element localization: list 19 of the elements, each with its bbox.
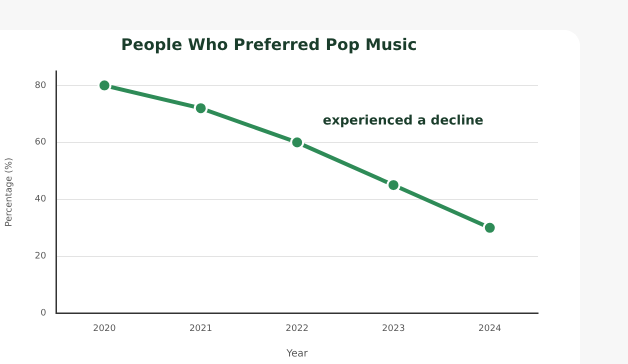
y-axis-title: Percentage (%) [4, 158, 15, 227]
y-tick-label: 80 [34, 80, 47, 91]
x-tick-label: 2022 [286, 324, 309, 334]
y-tick-label: 20 [34, 252, 47, 262]
x-tick-label: 2020 [92, 324, 116, 334]
y-tick-label: 60 [34, 138, 47, 148]
x-axis-title: Year [286, 348, 309, 360]
x-tick-label: 2021 [189, 324, 212, 334]
y-tick-label: 40 [34, 194, 47, 205]
x-tick-label: 2024 [478, 324, 502, 334]
x-tick-label: 2023 [382, 324, 405, 334]
point [194, 101, 208, 116]
point [97, 78, 112, 92]
y-tick-label: 0 [40, 308, 47, 319]
point [386, 178, 400, 192]
chart-title: People Who Preferred Pop Music [120, 34, 418, 54]
point [290, 135, 304, 150]
annotation: experienced a decline [322, 114, 484, 129]
point [482, 220, 497, 235]
